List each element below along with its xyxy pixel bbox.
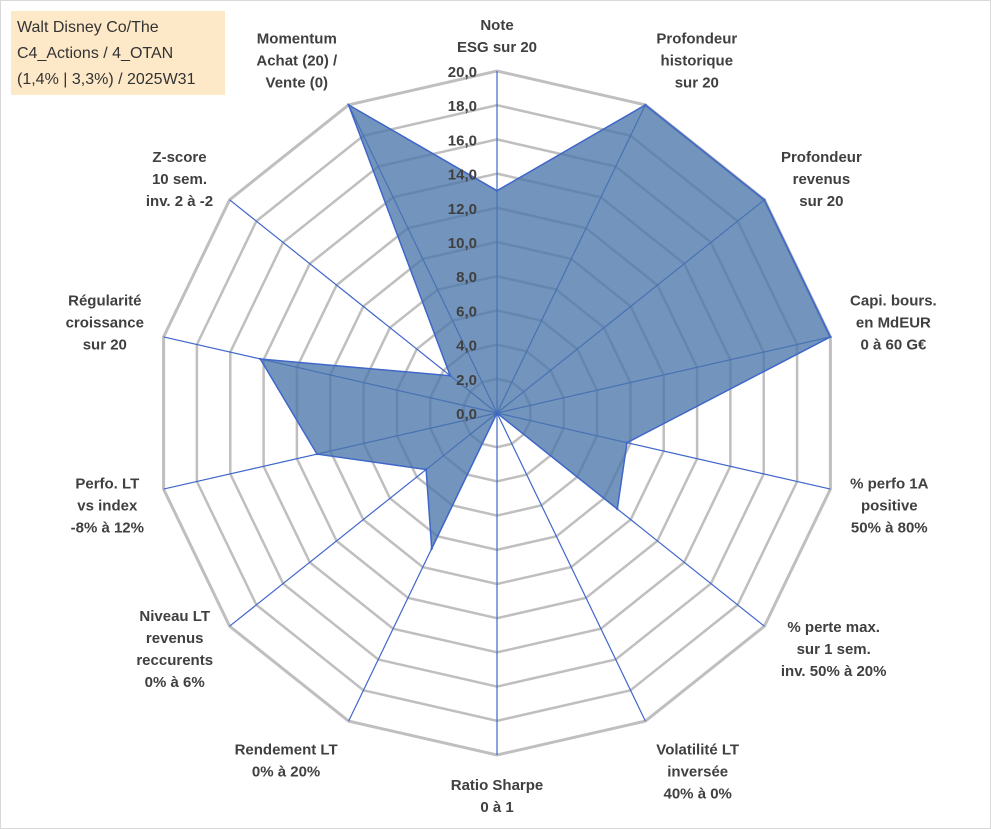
data-point — [449, 374, 452, 377]
axis-label-line: Régularité — [68, 292, 141, 309]
axis-label-line: 50% à 80% — [851, 520, 928, 537]
axis-label-line: sur 1 sem. — [797, 641, 871, 658]
tick-label: 10,0 — [448, 235, 477, 252]
data-point — [315, 452, 319, 456]
axis-label-line: 0% à 6% — [145, 674, 205, 691]
axis-label: Momentum Achat (20) / Vente (0) — [256, 31, 338, 92]
axis-label: Ratio Sharpe 0 à 1 — [451, 777, 544, 816]
axis-label: Profondeur historique sur 20 — [656, 31, 737, 92]
axis-label-line: 0 à 60 G€ — [860, 336, 927, 353]
axis-label-line: 0 à 1 — [480, 799, 513, 816]
radial-tick-labels: 0,0 2,0 4,0 6,0 8,0 10,0 12,0 14,0 16,0 18,0 20,0 — [448, 64, 477, 423]
tick-label: 6,0 — [456, 303, 477, 320]
axis-label-line: Vente (0) — [266, 75, 329, 92]
axis-label-line: Note — [480, 17, 513, 34]
axis-label-line: Profondeur — [781, 149, 862, 166]
tick-label: 0,0 — [456, 406, 477, 423]
axis-label-line: Capi. bours. — [850, 292, 937, 309]
axis-label: Profondeur revenus sur 20 — [781, 149, 862, 210]
data-point — [259, 357, 262, 361]
data-point — [424, 468, 428, 471]
data-point — [829, 335, 832, 339]
radar-series — [258, 103, 832, 552]
title-line-3: (1,4% | 3,3%) / 2025W31 — [17, 71, 196, 88]
axis-label: Rendement LT 0% à 20% — [235, 742, 338, 781]
axis-label-line: inv. 2 à -2 — [146, 193, 213, 210]
axis-label-line: sur 20 — [675, 75, 719, 92]
axis-label: Niveau LT revenus reccurents 0% à 6% — [136, 608, 213, 691]
tick-label: 16,0 — [448, 132, 477, 149]
axis-label-line: 40% à 0% — [664, 786, 732, 803]
axis-label-line: Momentum — [257, 31, 337, 48]
axis-labels: Note ESG sur 20 Profondeur historique sur 20… — [66, 17, 937, 816]
axis-label-line: en MdEUR — [856, 314, 931, 331]
axis-label-line: Volatilité LT — [656, 742, 739, 759]
axis-label: Capi. bours. en MdEUR 0 à 60 G€ — [850, 292, 937, 353]
axis-label-line: 10 sem. — [152, 171, 207, 188]
data-point — [347, 103, 350, 107]
axis-label-line: revenus — [146, 630, 204, 647]
axis-label: Z-score 10 sem. inv. 2 à -2 — [146, 149, 213, 210]
data-point — [495, 411, 499, 415]
axis-label-line: reccurents — [136, 652, 213, 669]
axis-label-line: ESG sur 20 — [457, 39, 537, 56]
axis-label-line: 0% à 20% — [252, 764, 320, 781]
axis-label-line: Niveau LT — [139, 608, 210, 625]
axis-label-line: Profondeur — [656, 31, 737, 48]
axis-label-line: Achat (20) / — [256, 53, 338, 70]
data-point — [763, 198, 766, 201]
axis-label-line: inversée — [667, 764, 728, 781]
tick-label: 2,0 — [456, 372, 477, 389]
title-line-1: Walt Disney Co/The — [17, 19, 159, 36]
axis-label-line: % perfo 1A — [850, 476, 929, 493]
axis-label-line: revenus — [793, 171, 851, 188]
axis-label: % perte max. sur 1 sem. inv. 50% à 20% — [781, 619, 887, 680]
data-point — [495, 189, 499, 192]
tick-label: 8,0 — [456, 269, 477, 286]
chart-title-box: Walt Disney Co/The C4_Actions / 4_OTAN (… — [11, 11, 225, 95]
axis-label-line: -8% à 12% — [71, 520, 144, 537]
axis-label-line: sur 20 — [799, 193, 843, 210]
axis-label: Volatilité LT inversée 40% à 0% — [656, 742, 739, 803]
tick-label: 14,0 — [448, 167, 477, 184]
axis-label-line: Ratio Sharpe — [451, 777, 544, 794]
data-point — [616, 507, 619, 511]
axis-label: Perfo. LT vs index -8% à 12% — [71, 476, 144, 537]
axis-label-line: Perfo. LT — [75, 476, 139, 493]
tick-label: 18,0 — [448, 98, 477, 115]
axis-label-line: Rendement LT — [235, 742, 338, 759]
title-line-2: C4_Actions / 4_OTAN — [17, 45, 174, 62]
axis-label: Note ESG sur 20 — [457, 17, 537, 56]
radar-spoke — [496, 412, 646, 722]
axis-label-line: sur 20 — [83, 336, 127, 353]
tick-label: 4,0 — [456, 338, 477, 355]
tick-label: 12,0 — [448, 201, 477, 218]
axis-label-line: positive — [861, 498, 918, 515]
series-area — [258, 103, 832, 552]
axis-label-line: inv. 50% à 20% — [781, 663, 887, 680]
tick-label: 20,0 — [448, 64, 477, 81]
data-point — [430, 547, 433, 550]
axis-label-line: vs index — [77, 498, 138, 515]
data-point — [625, 441, 629, 444]
axis-label-line: Z-score — [152, 149, 206, 166]
data-point — [644, 103, 647, 107]
axis-label: % perfo 1A positive 50% à 80% — [850, 476, 929, 537]
axis-label-line: historique — [661, 53, 734, 70]
axis-label-line: % perte max. — [787, 619, 880, 636]
axis-label-line: croissance — [66, 314, 144, 331]
axis-label: Régularité croissance sur 20 — [66, 292, 144, 353]
